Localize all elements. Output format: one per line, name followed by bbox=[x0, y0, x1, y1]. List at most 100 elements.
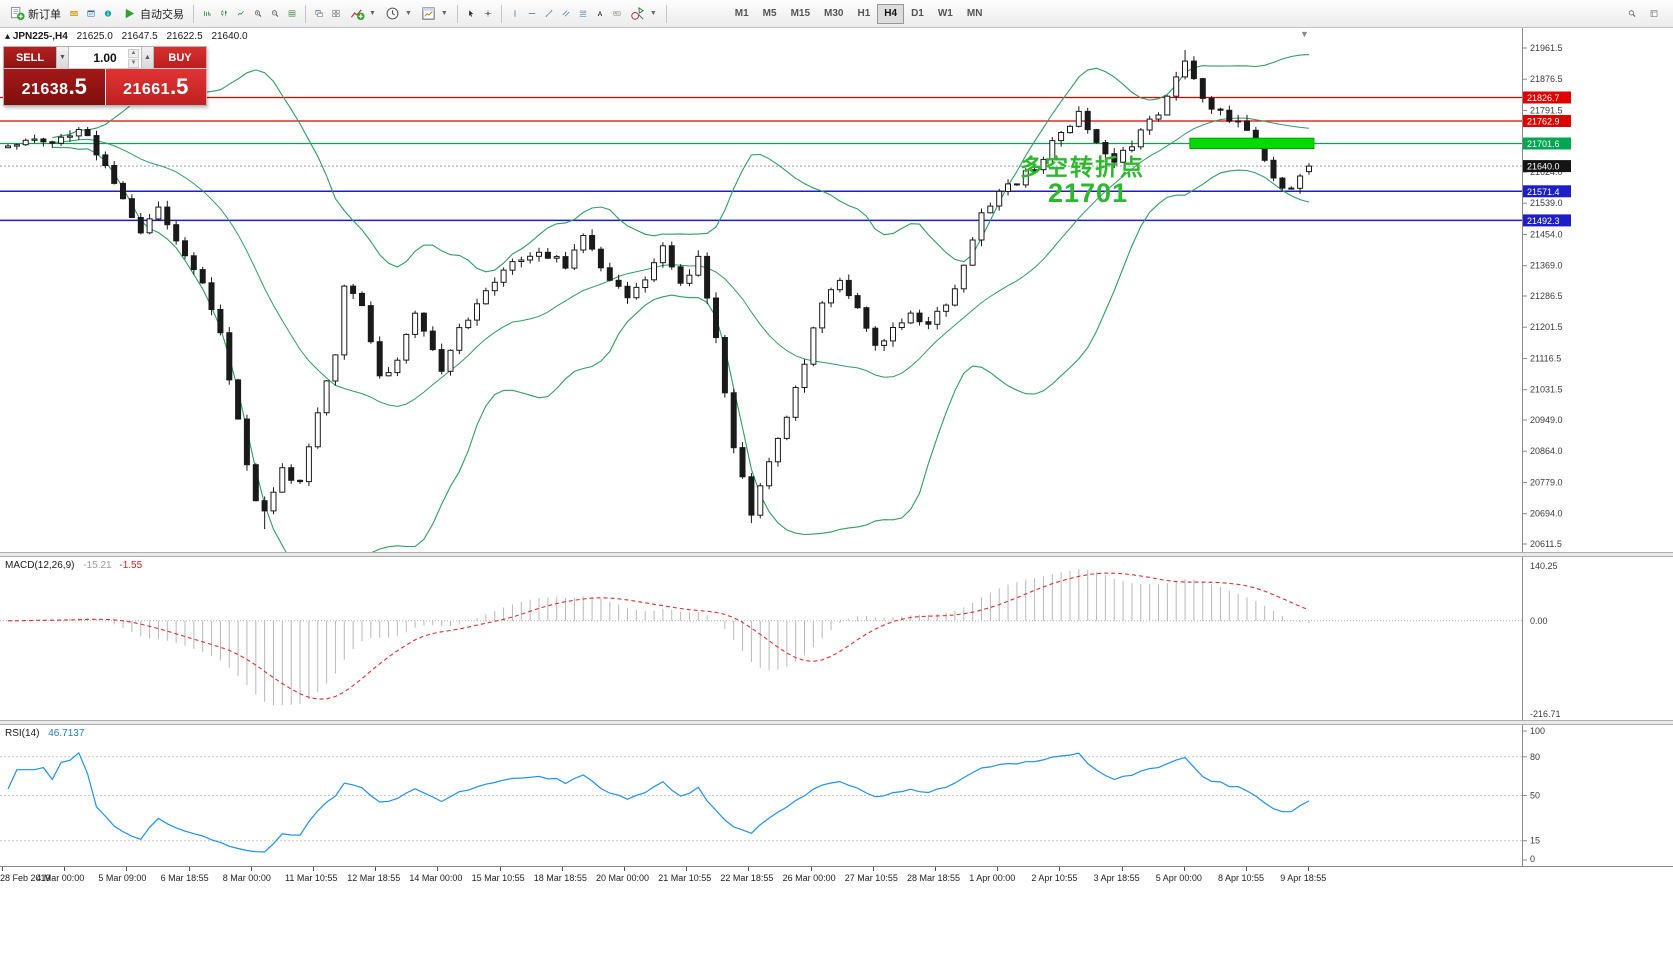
chevron-down-icon: ▼ bbox=[404, 10, 412, 17]
horizontal-level-lines[interactable] bbox=[0, 96, 1522, 222]
timeframe-d1[interactable]: D1 bbox=[911, 8, 924, 19]
macd-header: MACD(12,26,9) -15.21 -1.55 bbox=[5, 560, 142, 571]
svg-text:21369.0: 21369.0 bbox=[1530, 261, 1563, 271]
pane-splitter[interactable] bbox=[0, 720, 1673, 725]
timeframe-w1[interactable]: W1 bbox=[937, 8, 953, 19]
time-axis-label: 2 Apr 10:55 bbox=[1031, 873, 1078, 883]
buy-price-fraction: .5 bbox=[170, 74, 189, 99]
rsi-header: RSI(14) 46.7137 bbox=[5, 728, 84, 739]
timeframe-m5[interactable]: M5 bbox=[762, 8, 777, 19]
grid-icon[interactable] bbox=[284, 6, 300, 22]
search-icon[interactable] bbox=[1624, 6, 1640, 22]
lot-spinner[interactable]: ▲ ▼ bbox=[128, 49, 139, 68]
svg-text:21961.5: 21961.5 bbox=[1530, 43, 1563, 53]
sell-button[interactable]: SELL bbox=[4, 47, 56, 68]
main-chart-canvas[interactable]: 21961.521876.521791.521624.021539.021454… bbox=[0, 28, 1673, 552]
main-chart-pane[interactable]: 21961.521876.521791.521624.021539.021454… bbox=[0, 28, 1673, 552]
time-axis-tick bbox=[437, 867, 439, 871]
time-axis-label: 22 Mar 18:55 bbox=[720, 873, 774, 883]
time-axis-label: 28 Feb 2019 bbox=[0, 873, 51, 883]
timeframe-h1[interactable]: H1 bbox=[857, 8, 871, 19]
turning-point-annotation: 多空转折点 bbox=[1020, 154, 1145, 180]
macd-canvas[interactable]: 140.25 0.00 -216.71 bbox=[0, 557, 1673, 720]
chart-shift-marker[interactable]: ▼ bbox=[1300, 29, 1309, 39]
sell-price-button[interactable]: 21638.5 bbox=[4, 69, 105, 105]
fibonacci-tool-icon[interactable] bbox=[575, 6, 591, 22]
autotrading-button[interactable]: 自动交易 bbox=[117, 3, 188, 25]
zoom-out-icon[interactable] bbox=[267, 6, 283, 22]
macd-signal-line bbox=[8, 572, 1310, 700]
indicators-button[interactable]: ▼ bbox=[345, 3, 380, 25]
buy-price-main: 21661 bbox=[123, 81, 171, 98]
lot-size-input[interactable]: 1.00 ▲ ▼ bbox=[69, 47, 141, 68]
horizontal-line-tool-icon[interactable] bbox=[524, 6, 540, 22]
vertical-line-tool-icon[interactable] bbox=[507, 6, 523, 22]
time-axis-label: 8 Mar 00:00 bbox=[222, 873, 271, 883]
shapes-button[interactable]: ▼ bbox=[626, 3, 661, 25]
rsi-pane[interactable]: 100 80 50 15 0 RSI(14) 46.7137 bbox=[0, 725, 1673, 866]
rsi-name: RSI(14) bbox=[5, 728, 40, 739]
svg-text:21876.5: 21876.5 bbox=[1530, 74, 1563, 84]
ohlc-high: 21647.5 bbox=[121, 31, 158, 42]
timeframe-mn[interactable]: MN bbox=[966, 8, 983, 19]
new-order-button[interactable]: 新订单 bbox=[5, 3, 65, 25]
oct-collapse-arrow[interactable]: ▴ bbox=[5, 31, 11, 42]
templates-button[interactable]: ▼ bbox=[417, 3, 452, 25]
buy-button[interactable]: BUY bbox=[154, 47, 206, 68]
rsi-canvas[interactable]: 100 80 50 15 0 bbox=[0, 725, 1673, 866]
time-axis-tick bbox=[1246, 867, 1247, 871]
rsi-axis[interactable]: 100 80 50 15 0 bbox=[1522, 725, 1673, 866]
cascade-windows-icon[interactable] bbox=[311, 6, 327, 22]
ohlc-open: 21625.0 bbox=[76, 31, 113, 42]
spinner-down-icon[interactable]: ▼ bbox=[128, 59, 139, 68]
mail-icon[interactable] bbox=[66, 6, 82, 22]
time-axis-tick bbox=[2, 867, 3, 871]
timeframe-m15[interactable]: M15 bbox=[790, 8, 811, 19]
price-axis[interactable]: 21961.521876.521791.521624.021539.021454… bbox=[1522, 28, 1673, 552]
trendline-tool-icon[interactable] bbox=[541, 6, 557, 22]
pane-splitter[interactable] bbox=[0, 552, 1673, 557]
info-icon[interactable] bbox=[100, 6, 116, 22]
time-axis-label: 28 Mar 18:55 bbox=[907, 873, 961, 883]
svg-text:20611.5: 20611.5 bbox=[1530, 539, 1562, 549]
timeframe-h4[interactable]: H4 bbox=[877, 3, 905, 24]
new-order-label: 新订单 bbox=[28, 8, 61, 21]
time-axis[interactable]: 28 Feb 2019 4 Mar 00:00 5 Mar 09:00 6 Mar 1… bbox=[0, 866, 1673, 956]
svg-text:Abc: Abc bbox=[614, 12, 620, 16]
turning-point-rectangle[interactable] bbox=[1189, 137, 1315, 149]
tile-windows-icon[interactable] bbox=[328, 6, 344, 22]
bar-chart-mode-icon[interactable] bbox=[199, 6, 215, 22]
data-window-icon[interactable] bbox=[1646, 6, 1662, 22]
text-tool-icon[interactable]: A bbox=[592, 6, 608, 22]
time-axis-label: 15 Mar 10:55 bbox=[471, 873, 525, 883]
macd-axis[interactable]: 140.25 0.00 -216.71 bbox=[1522, 557, 1673, 720]
spinner-up-icon[interactable]: ▲ bbox=[128, 49, 139, 58]
time-axis-label: 11 Mar 10:55 bbox=[285, 873, 338, 883]
price-axis-border bbox=[1522, 28, 1523, 866]
timeframe-m30[interactable]: M30 bbox=[824, 8, 844, 19]
time-axis-label: 26 Mar 00:00 bbox=[782, 873, 836, 883]
line-chart-mode-icon[interactable] bbox=[233, 6, 249, 22]
periods-button[interactable]: ▼ bbox=[381, 3, 416, 25]
buy-price-button[interactable]: 21661.5 bbox=[104, 69, 206, 105]
chart-symbol-header: ▴ JPN225-,H4 21625.0 21647.5 21622.5 216… bbox=[5, 31, 248, 42]
autotrading-label: 自动交易 bbox=[140, 8, 184, 21]
zoom-in-icon[interactable] bbox=[250, 6, 266, 22]
rsi-line bbox=[7, 751, 1310, 853]
time-axis-tick bbox=[872, 867, 874, 871]
lot-increase-button[interactable]: ▲ bbox=[141, 47, 154, 68]
timeframe-m1[interactable]: M1 bbox=[734, 8, 749, 19]
macd-pane[interactable]: 140.25 0.00 -216.71 MACD(12,26,9) -15.21 -… bbox=[0, 557, 1673, 720]
crosshair-icon[interactable] bbox=[480, 6, 496, 22]
candlestick-mode-icon[interactable] bbox=[216, 6, 232, 22]
time-axis-label: 8 Apr 10:55 bbox=[1218, 873, 1265, 883]
chart-window-icon[interactable] bbox=[83, 6, 99, 22]
lot-decrease-button[interactable]: ▼ bbox=[56, 47, 69, 68]
channel-tool-icon[interactable] bbox=[558, 6, 574, 22]
lot-size-value: 1.00 bbox=[93, 50, 117, 65]
toolbar-separator bbox=[665, 4, 667, 23]
text-label-tool-icon[interactable]: Abc bbox=[609, 6, 625, 22]
cursor-icon[interactable] bbox=[463, 6, 479, 22]
time-axis-label: 6 Mar 18:55 bbox=[160, 873, 209, 883]
